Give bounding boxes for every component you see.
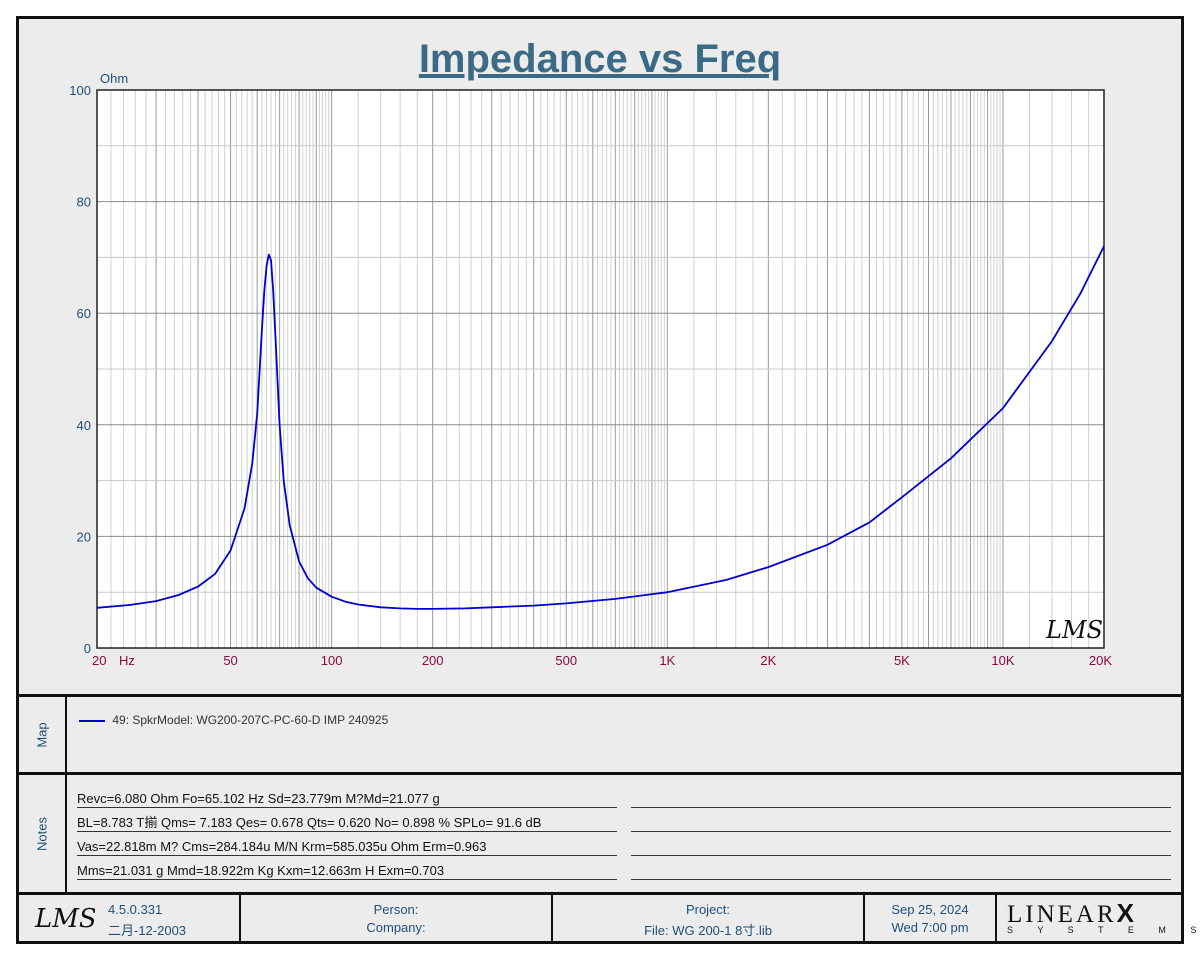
note-line: Vas=22.818m M? Cms=284.184u M/N Krm=585.… <box>77 839 617 856</box>
x-tick-label: 20K <box>1089 653 1112 668</box>
brand-logo-text: LINEAR <box>1007 901 1117 928</box>
x-tick-label: 1K <box>659 653 675 668</box>
report-date: Sep 25, 2024 <box>891 902 969 917</box>
person-label: Person: <box>373 902 419 917</box>
notes-label: Notes <box>34 816 50 851</box>
note-line: BL=8.783 T揃 Qms= 7.183 Qes= 0.678 Qts= 0… <box>77 815 617 832</box>
footer-person-cell: Person: Company: <box>241 895 553 941</box>
footer: LMS 4.5.0.331 二月-12-2003 Person: Company… <box>19 895 1196 941</box>
note-line: Revc=6.080 Ohm Fo=65.102 Hz Sd=23.779m M… <box>77 791 617 808</box>
note-blank-line <box>631 791 1171 808</box>
chart-title: Impedance vs Freq <box>419 37 781 81</box>
x-tick-label: 200 <box>422 653 444 668</box>
map-panel: Map 49: SpkrModel: WG200-207C-PC-60-D IM… <box>19 697 1181 772</box>
x-axis-unit: Hz <box>119 653 135 668</box>
file-label: File: WG 200-1 8寸.lib <box>644 923 772 938</box>
impedance-curve <box>96 245 1105 610</box>
note-blank-line <box>631 863 1171 880</box>
legend-entry: 49: SpkrModel: WG200-207C-PC-60-D IMP 24… <box>79 713 388 727</box>
project-label: Project: <box>685 902 731 917</box>
footer-project-cell: Project: File: WG 200-1 8寸.lib <box>553 895 865 941</box>
legend-label: 49: SpkrModel: WG200-207C-PC-60-D IMP 24… <box>112 713 389 727</box>
divider <box>19 772 1181 775</box>
brand-logo-x: X <box>1116 898 1134 928</box>
company-label: Company: <box>366 920 426 935</box>
x-tick-label: 10K <box>991 653 1014 668</box>
x-tick-label: 20 <box>92 653 106 668</box>
notes-panel: Notes Revc=6.080 Ohm Fo=65.102 Hz Sd=23.… <box>19 775 1181 892</box>
report-frame: 0 20 40 60 80 100 Ohm 20 50 100 200 500 1K 2K 5K 10K 20K… <box>16 16 1196 944</box>
brand-subtitle: S Y S T E M S <box>1007 925 1200 935</box>
y-tick-label: 80 <box>77 195 91 210</box>
y-tick-label: 20 <box>77 529 91 544</box>
x-tick-label: 100 <box>321 653 343 668</box>
y-axis-label: Ohm <box>100 71 128 86</box>
footer-date-cell: Sep 25, 2024 Wed 7:00 pm <box>865 895 997 941</box>
x-tick-label: 50 <box>223 653 237 668</box>
plot-border <box>96 89 1105 649</box>
footer-brand-cell: LINEARX S Y S T E M S <box>997 895 1196 941</box>
footer-version-cell: LMS 4.5.0.331 二月-12-2003 <box>19 895 241 941</box>
lms-logo-text: LMS <box>34 904 95 933</box>
version-date: 二月-12-2003 <box>108 923 187 938</box>
note-line: Mms=21.031 g Mmd=18.922m Kg Kxm=12.663m … <box>77 863 617 880</box>
x-tick-label: 500 <box>555 653 577 668</box>
divider <box>19 694 1181 697</box>
x-tick-label: 2K <box>760 653 776 668</box>
lms-logo: LMS <box>34 904 95 933</box>
map-label: Map <box>34 721 50 748</box>
y-tick-label: 60 <box>77 306 91 321</box>
legend-swatch <box>79 719 105 722</box>
report-time: Wed 7:00 pm <box>891 920 969 935</box>
version-number: 4.5.0.331 <box>108 902 163 917</box>
y-tick-label: 100 <box>69 83 91 98</box>
x-tick-label: 5K <box>894 653 910 668</box>
notes-side-label: Notes <box>19 775 67 892</box>
lms-watermark: LMS <box>1045 616 1103 644</box>
note-blank-line <box>631 839 1171 856</box>
brand-logo: LINEARX <box>1007 898 1134 929</box>
y-tick-label: 40 <box>77 418 91 433</box>
map-side-label: Map <box>19 697 67 772</box>
divider <box>19 892 1181 895</box>
note-blank-line <box>631 815 1171 832</box>
y-tick-label: 0 <box>84 641 91 656</box>
